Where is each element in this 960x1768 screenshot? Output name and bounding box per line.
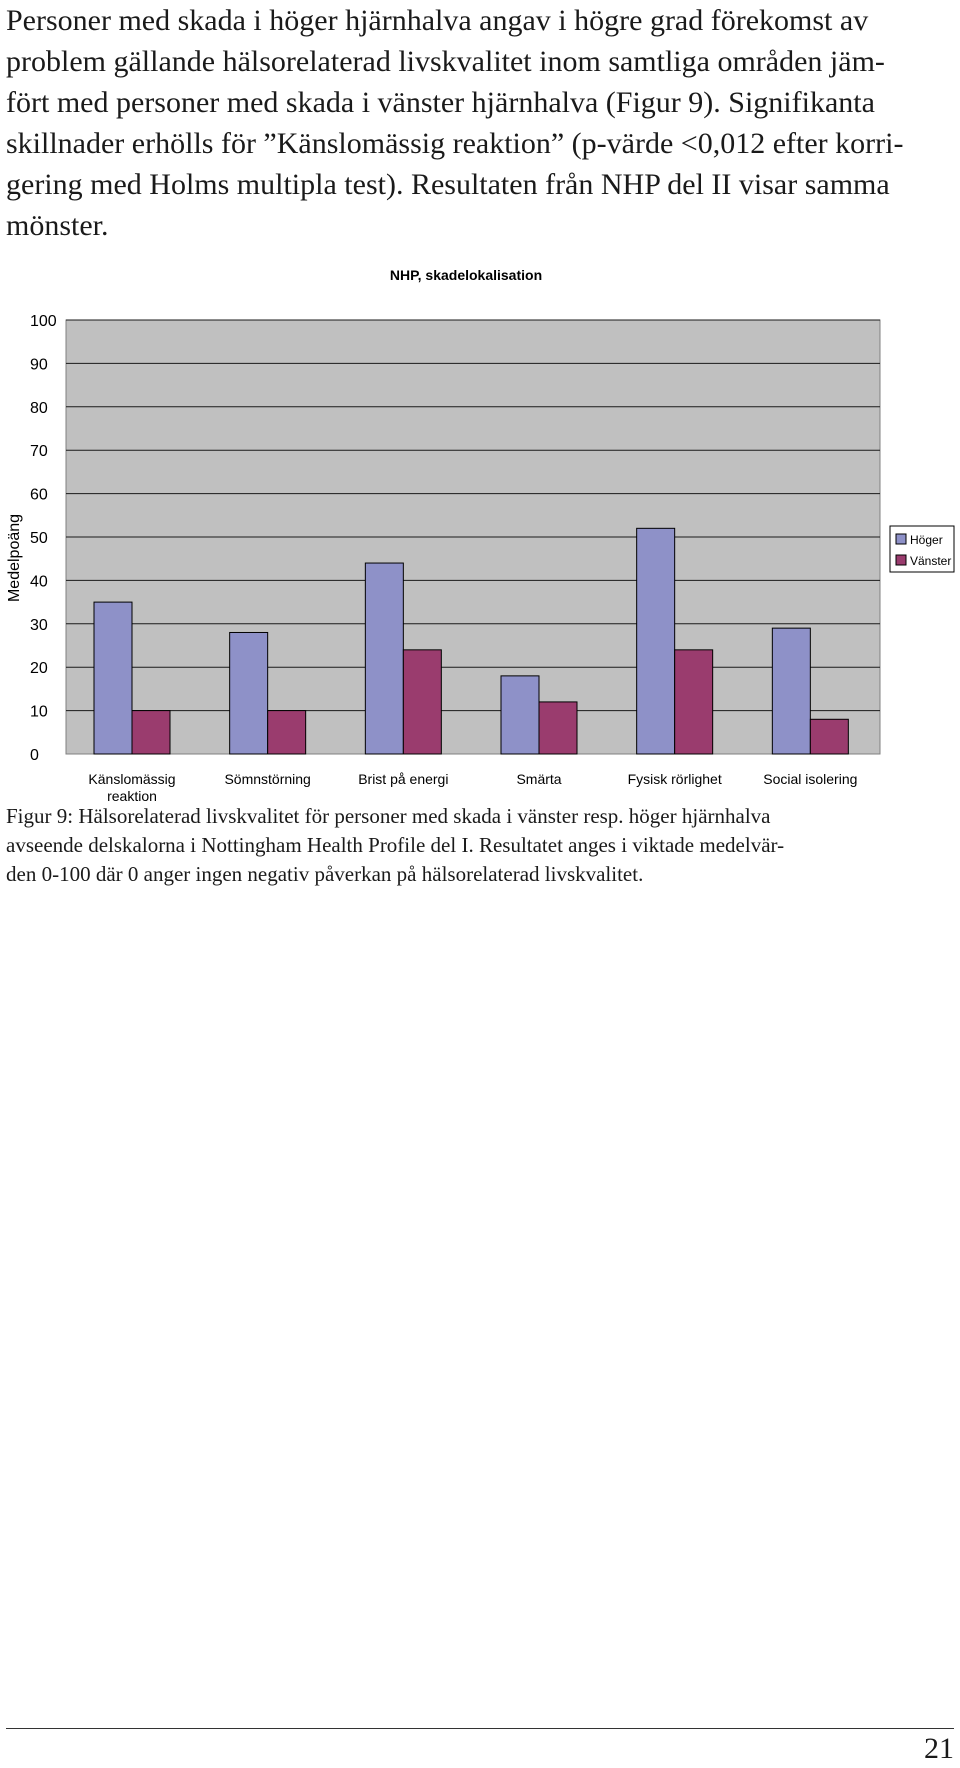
bar-v-nster (267, 710, 307, 755)
body-line: skillnader erhölls för ”Känslomässig rea… (6, 127, 904, 160)
legend-swatch (895, 533, 907, 545)
bar-v-nster (402, 649, 442, 755)
y-tick-label: 20 (30, 660, 48, 677)
bar-h-ger (364, 562, 404, 755)
bar-v-nster (131, 710, 171, 755)
bar-h-ger (93, 601, 133, 755)
bar-v-nster (538, 701, 578, 755)
legend-swatch (895, 554, 907, 566)
caption-line: Figur 9: Hälsorelaterad livskvalitet för… (6, 804, 771, 828)
body-paragraph: Personer med skada i höger hjärnhalva an… (6, 0, 954, 246)
y-tick-label: 40 (30, 573, 48, 590)
figure-caption: Figur 9: Hälsorelaterad livskvalitet för… (6, 802, 954, 889)
page-number: 21 (924, 1732, 954, 1765)
x-category-label: Smärta (516, 771, 561, 787)
caption-line: den 0-100 där 0 anger ingen negativ påve… (6, 862, 644, 886)
x-category-label: Social isolering (763, 771, 857, 787)
x-category-label: Brist på energi (358, 771, 448, 787)
x-category-label: Sömnstörning (224, 771, 310, 787)
chart-title: NHP, skadelokalisation (390, 267, 542, 283)
body-line: Personer med skada i höger hjärnhalva an… (6, 4, 869, 37)
y-tick-label: 30 (30, 617, 48, 634)
y-tick-label: 50 (30, 530, 48, 547)
body-line: problem gällande hälsorelaterad livskval… (6, 45, 885, 78)
bar-h-ger (771, 627, 811, 755)
legend-label: Vänster (910, 554, 951, 568)
caption-line: avseende delskalorna i Nottingham Health… (6, 833, 785, 857)
x-category-label: Fysisk rörlighet (628, 771, 722, 787)
y-tick-label: 100 (30, 313, 57, 330)
bar-h-ger (229, 631, 269, 755)
y-axis-label: Medelpoäng (6, 514, 23, 602)
x-category-label: reaktion (107, 788, 157, 803)
bar-h-ger (636, 527, 676, 755)
y-tick-label: 90 (30, 356, 48, 373)
y-tick-label: 10 (30, 704, 48, 721)
y-tick-label: 70 (30, 443, 48, 460)
bar-chart: NHP, skadelokalisation 0 10 20 30 40 50 60 70 80 9… (6, 267, 955, 803)
body-line: fört med personer med skada i vänster hj… (6, 86, 875, 119)
body-line: mönster. (6, 209, 109, 242)
y-tick-label: 60 (30, 487, 48, 504)
bar-v-nster (809, 718, 849, 755)
bar-h-ger (500, 675, 540, 755)
x-category-label: Känslomässig (88, 771, 175, 787)
body-line: gering med Holms multipla test). Resulta… (6, 168, 890, 201)
y-tick-label: 0 (30, 747, 39, 764)
bar-v-nster (674, 649, 714, 755)
y-tick-label: 80 (30, 400, 48, 417)
legend-label: Höger (910, 533, 943, 547)
footer-divider (6, 1728, 954, 1729)
